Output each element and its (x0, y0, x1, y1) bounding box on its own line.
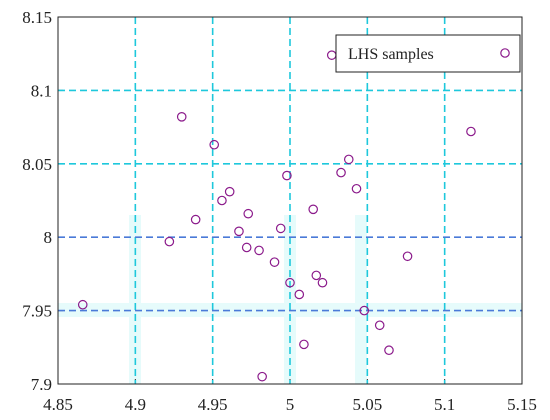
y-tick-label: 8.15 (22, 8, 52, 27)
point (285, 277, 295, 288)
point (217, 195, 227, 206)
x-tick-label: 5.1 (434, 395, 455, 414)
point (282, 170, 292, 181)
point (317, 277, 328, 288)
y-tick-label: 7.9 (31, 375, 52, 394)
y-tick-label: 8 (44, 228, 53, 247)
legend-label: LHS samples (348, 46, 434, 63)
point (402, 251, 413, 262)
point (243, 208, 254, 219)
x-tick-label: 5.15 (507, 395, 537, 414)
plot-frame (57, 16, 523, 385)
x-tick-label: 4.95 (198, 395, 228, 414)
point (336, 167, 346, 178)
point (234, 226, 244, 237)
y-tick-label: 7.95 (22, 302, 52, 321)
point (209, 139, 220, 150)
point (275, 223, 286, 234)
point (269, 257, 280, 267)
point (176, 112, 187, 122)
point (254, 245, 264, 256)
point (466, 126, 476, 137)
point (190, 214, 201, 225)
legend-box (335, 34, 521, 73)
x-tick-label: 4.9 (125, 395, 146, 414)
point (311, 270, 322, 281)
point (294, 289, 305, 300)
y-tick-label: 8.1 (31, 81, 52, 100)
point (351, 183, 362, 194)
point (299, 339, 309, 350)
x-tick-label: 5 (286, 395, 295, 414)
point (77, 299, 88, 310)
point (257, 371, 267, 382)
point (343, 154, 354, 165)
point (241, 242, 252, 253)
y-tick-label: 8.05 (22, 155, 52, 174)
point (359, 305, 370, 316)
point (308, 204, 318, 215)
point (374, 320, 385, 331)
point (224, 186, 235, 197)
x-tick-label: 4.85 (43, 395, 73, 414)
legend-marker (500, 48, 510, 58)
point (384, 345, 394, 356)
point (164, 236, 175, 247)
x-tick-label: 5.05 (352, 395, 382, 414)
